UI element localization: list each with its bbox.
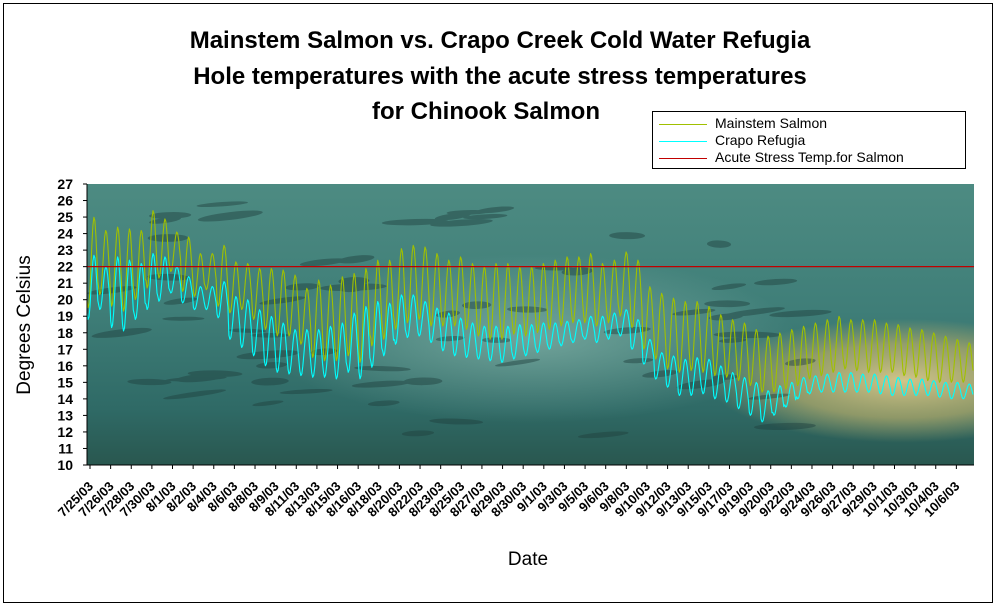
fish-shadow xyxy=(769,309,832,318)
fish-shadow xyxy=(706,240,732,248)
fish-shadow xyxy=(127,378,172,386)
series-line-mainstem xyxy=(87,210,974,393)
y-tick-label: 14 xyxy=(57,391,73,407)
fish-shadow xyxy=(577,431,629,439)
fish-shadow xyxy=(672,308,716,316)
fish-shadow xyxy=(463,214,508,220)
fish-shadow xyxy=(91,327,152,338)
fish-shadow xyxy=(430,219,493,227)
y-tick-label: 20 xyxy=(57,292,73,308)
y-tick-label: 19 xyxy=(57,308,73,324)
y-tick-label: 17 xyxy=(57,341,73,357)
fish-shadow xyxy=(708,313,744,321)
fish-shadow xyxy=(753,422,816,431)
chart-title-line-1: Mainstem Salmon vs. Crapo Creek Cold Wat… xyxy=(189,27,811,54)
fish-shadow xyxy=(162,316,205,321)
chart-title-line-3: for Chinook Salmon xyxy=(372,98,600,125)
legend-swatch-mainstem xyxy=(659,124,707,125)
fish-shadow xyxy=(252,400,284,407)
y-tick-label: 16 xyxy=(57,358,73,374)
fish-shadow xyxy=(403,377,443,386)
x-axis-title: Date xyxy=(508,549,548,570)
fish-shadow xyxy=(197,210,263,222)
fish-shadow xyxy=(401,430,435,437)
fish-shadow xyxy=(642,370,679,378)
y-tick-label: 11 xyxy=(58,440,73,456)
fish-shadow xyxy=(381,218,449,226)
y-tick-label: 21 xyxy=(57,275,73,291)
fish-shadow xyxy=(367,400,400,407)
legend-label-mainstem: Mainstem Salmon xyxy=(715,115,828,131)
fish-shadow xyxy=(175,373,226,383)
fish-shadow xyxy=(476,206,515,214)
fish-shadow xyxy=(251,377,289,386)
fish-shadow xyxy=(506,306,548,313)
series-line-crapo xyxy=(87,253,974,423)
fish-shadows xyxy=(87,201,832,439)
fish-shadow xyxy=(711,283,747,291)
y-tick-label: 27 xyxy=(57,176,73,192)
fish-shadow xyxy=(603,326,651,335)
fish-shadow xyxy=(149,212,192,219)
fish-shadow xyxy=(259,296,306,305)
y-tick-label: 10 xyxy=(57,457,73,473)
fish-shadow xyxy=(163,297,198,305)
fish-shadow xyxy=(429,418,484,425)
y-tick-label: 15 xyxy=(57,374,73,390)
fish-shadow xyxy=(196,201,248,208)
fish-shadow xyxy=(250,332,290,338)
x-axis: 7/25/037/26/037/28/037/30/038/1/038/2/03… xyxy=(55,464,974,520)
fish-shadow xyxy=(279,388,333,395)
fish-shadow xyxy=(609,232,646,240)
legend-label-crapo: Crapo Refugia xyxy=(715,132,806,148)
fish-shadow xyxy=(494,358,541,367)
legend-label-acute-stress: Acute Stress Temp.for Salmon xyxy=(715,149,904,165)
chart-title-line-2: Hole temperatures with the acute stress … xyxy=(193,63,807,90)
fish-shadow xyxy=(719,337,747,343)
legend-swatch-crapo xyxy=(659,141,707,142)
y-tick-label: 18 xyxy=(57,325,73,341)
fish-shadow xyxy=(481,337,512,343)
y-tick-label: 24 xyxy=(57,226,73,242)
fish-shadow xyxy=(704,300,751,308)
y-tick-label: 26 xyxy=(57,193,73,209)
fish-shadow xyxy=(165,376,227,382)
fish-shadow xyxy=(354,365,411,372)
fish-shadow xyxy=(723,307,785,317)
fish-shadow xyxy=(754,278,798,286)
fish-shadow xyxy=(337,255,375,264)
fish-shadow xyxy=(299,258,347,267)
fish-shadow xyxy=(446,210,488,215)
fish-shadow xyxy=(434,212,471,221)
y-tick-label: 22 xyxy=(57,259,73,275)
fish-shadow xyxy=(187,370,243,378)
y-tick-label: 23 xyxy=(57,242,73,258)
fish-shadow xyxy=(351,380,411,388)
fish-shadow xyxy=(163,389,227,400)
y-tick-label: 12 xyxy=(57,424,73,440)
y-tick-label: 25 xyxy=(57,209,73,225)
legend: Mainstem Salmon Crapo Refugia Acute Stre… xyxy=(652,111,966,169)
legend-swatch-acute-stress xyxy=(659,158,707,159)
y-axis-title: Degrees Celsius xyxy=(14,255,35,394)
fish-shadow xyxy=(338,277,370,285)
y-tick-label: 13 xyxy=(57,407,73,423)
